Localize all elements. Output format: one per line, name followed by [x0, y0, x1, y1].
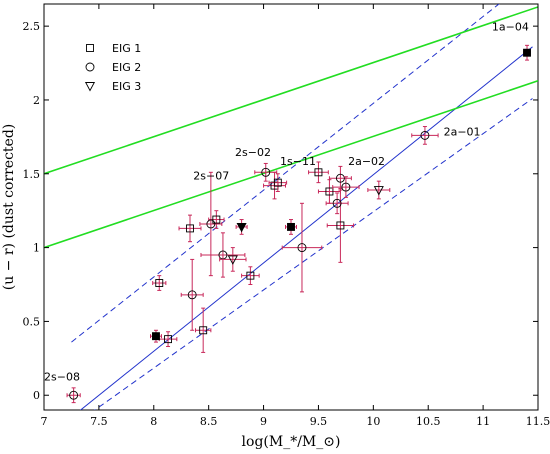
x-tick-label: 7 [41, 415, 48, 428]
legend-label: EIG 3 [112, 80, 141, 93]
y-axis-label: (u − r) (dust corrected) [1, 124, 17, 291]
square-marker [155, 279, 164, 287]
data-point [367, 180, 391, 200]
x-tick-label: 7.5 [90, 415, 108, 428]
circle-marker [341, 182, 351, 192]
filled-triangle-down-marker [236, 222, 247, 233]
x-tick-label: 9.5 [310, 415, 328, 428]
data-point [66, 387, 81, 404]
data-point [178, 214, 202, 243]
square-marker [314, 168, 323, 177]
data-point [325, 192, 349, 215]
data-point [308, 161, 329, 184]
x-tick-label: 8.5 [200, 415, 218, 428]
triangle-down-marker [373, 186, 384, 196]
y-tick-label: 0.5 [23, 315, 41, 328]
data-point [328, 165, 352, 191]
circle-marker [420, 130, 430, 140]
boundary-line [44, 6, 538, 175]
filled-square-marker [152, 332, 160, 341]
data-point [180, 258, 204, 331]
annotations-layer: 1a−04 2a−01 2s−02 1s−11 2a−02 2s−07 2s−08 [44, 21, 529, 384]
x-tick-label: 9 [260, 415, 267, 428]
data-point [241, 266, 260, 286]
square-marker [325, 187, 334, 196]
legend-label: EIG 1 [112, 42, 141, 55]
legend: EIG 1 EIG 2 EIG 3 [84, 42, 141, 93]
points-layer [66, 44, 531, 404]
legend-entry: EIG 3 [84, 80, 141, 93]
point-annotation: 1a−04 [492, 21, 529, 34]
data-point [199, 171, 223, 277]
data-point [152, 275, 167, 291]
square-marker [164, 335, 172, 344]
x-tick-label: 10.5 [416, 415, 441, 428]
data-point [235, 219, 248, 235]
data-point [194, 307, 212, 353]
filled-square-marker [523, 48, 531, 57]
circle-marker [206, 219, 216, 229]
data-point [254, 162, 278, 182]
plot-frame [43, 3, 539, 411]
data-point [523, 44, 531, 61]
x-axis-label: log(M_*/M_⊙) [242, 434, 341, 450]
legend-entry: EIG 1 [86, 42, 141, 55]
circle-marker [261, 167, 271, 177]
x-tick-label: 11 [476, 415, 490, 428]
boundary-line [44, 80, 538, 249]
y-tick-label: 0 [33, 389, 40, 402]
filled-square-marker [287, 222, 295, 231]
square-marker [273, 178, 282, 187]
axes-layer: 7 7.5 8 8.5 9 9.5 10 10.5 11 11.500.511.522.5 [23, 4, 550, 428]
data-point [281, 202, 323, 293]
fit-lines-layer [44, 4, 538, 410]
circle-marker [335, 173, 345, 183]
square-marker [186, 224, 194, 233]
circle-marker [332, 198, 342, 208]
circle-legend-marker [85, 62, 95, 72]
legend-label: EIG 2 [112, 61, 141, 74]
square-marker [199, 326, 208, 335]
legend-entry: EIG 2 [85, 61, 141, 74]
point-annotation: 2s−02 [235, 146, 271, 159]
circle-marker [69, 390, 79, 400]
data-point [285, 219, 297, 235]
data-point [332, 176, 360, 198]
x-tick-label: 8 [150, 415, 157, 428]
circle-marker [297, 243, 307, 253]
x-tick-label: 10 [366, 415, 380, 428]
y-tick-label: 2.5 [23, 20, 41, 33]
data-point [219, 247, 247, 272]
square-marker [246, 271, 255, 280]
data-point [200, 232, 246, 278]
point-annotation: 1s−11 [280, 155, 316, 168]
circle-marker [187, 290, 197, 300]
y-tick-label: 1 [33, 242, 40, 255]
square-marker [336, 221, 345, 230]
triangle-down-legend-marker [84, 82, 96, 92]
square-legend-marker [86, 44, 94, 52]
point-annotation: 2a−02 [348, 155, 385, 168]
fit-lower-line [94, 98, 533, 410]
y-tick-label: 2 [33, 94, 40, 107]
point-annotation: 2s−07 [193, 170, 229, 183]
square-marker [212, 215, 221, 224]
data-point [149, 329, 162, 343]
point-annotation: 2a−01 [444, 125, 481, 138]
x-tick-label: 11.5 [526, 415, 550, 428]
data-point [411, 126, 439, 145]
y-tick-label: 1.5 [23, 168, 41, 181]
point-annotation: 2s−08 [44, 370, 80, 383]
triangle-down-marker [227, 255, 238, 265]
